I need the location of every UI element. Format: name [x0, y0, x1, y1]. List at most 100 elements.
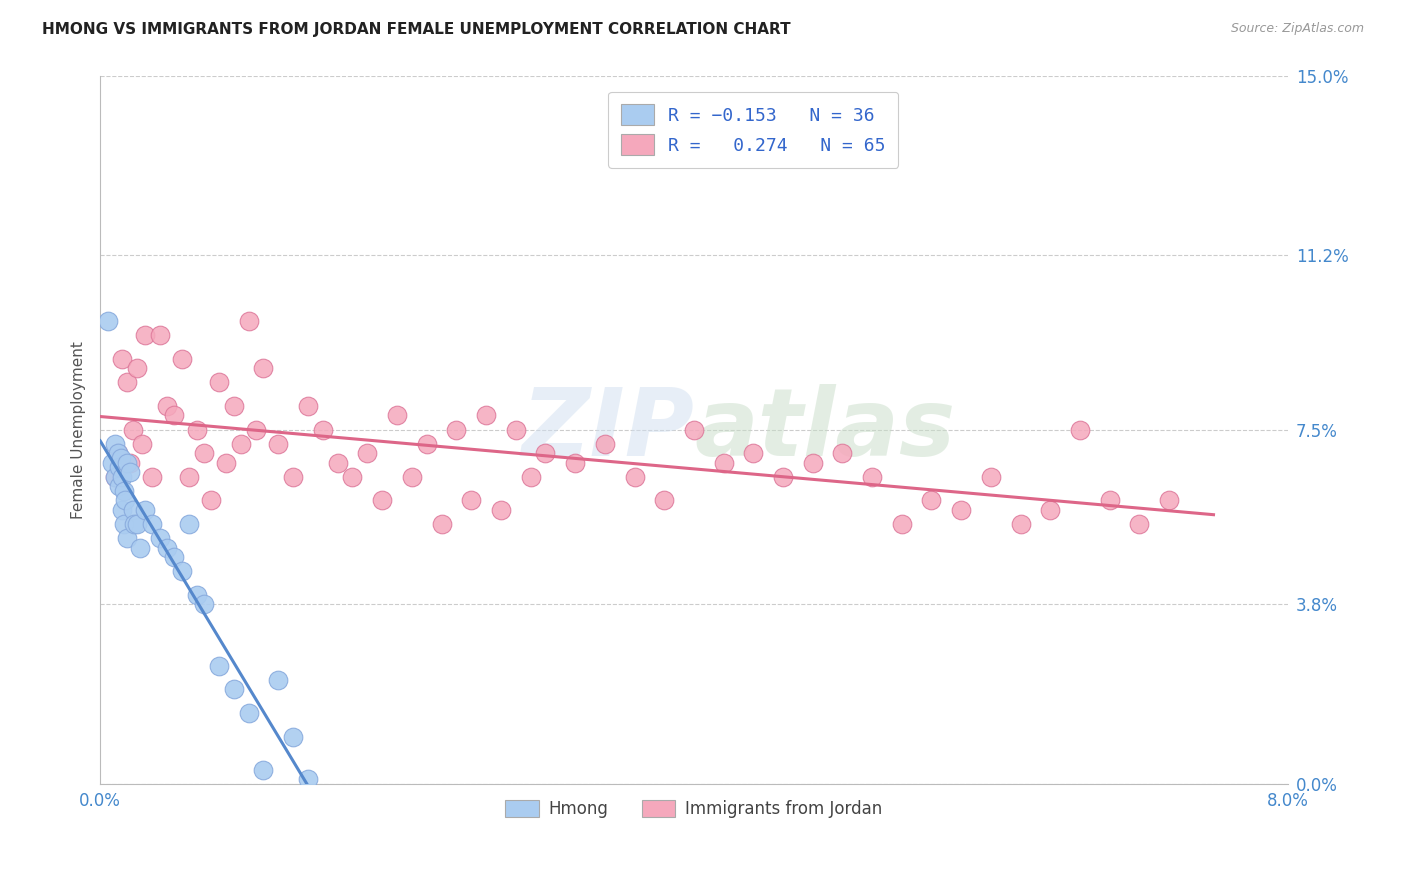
- Point: [831, 446, 853, 460]
- Point: [104, 470, 127, 484]
- Point: [148, 328, 170, 343]
- Point: [107, 446, 129, 460]
- Point: [920, 493, 942, 508]
- Point: [505, 423, 527, 437]
- Point: [297, 399, 319, 413]
- Point: [772, 470, 794, 484]
- Point: [163, 409, 186, 423]
- Point: [170, 564, 193, 578]
- Point: [163, 550, 186, 565]
- Point: [115, 531, 138, 545]
- Point: [326, 456, 349, 470]
- Point: [950, 503, 973, 517]
- Point: [222, 399, 245, 413]
- Point: [312, 423, 335, 437]
- Point: [1069, 423, 1091, 437]
- Point: [110, 450, 132, 465]
- Point: [186, 423, 208, 437]
- Point: [801, 456, 824, 470]
- Point: [115, 456, 138, 470]
- Y-axis label: Female Unemployment: Female Unemployment: [72, 341, 86, 518]
- Point: [112, 517, 135, 532]
- Point: [460, 493, 482, 508]
- Point: [342, 470, 364, 484]
- Point: [127, 361, 149, 376]
- Point: [297, 772, 319, 786]
- Point: [245, 423, 267, 437]
- Point: [534, 446, 557, 460]
- Point: [111, 351, 134, 366]
- Point: [134, 503, 156, 517]
- Point: [148, 531, 170, 545]
- Point: [134, 328, 156, 343]
- Point: [170, 351, 193, 366]
- Point: [193, 446, 215, 460]
- Text: HMONG VS IMMIGRANTS FROM JORDAN FEMALE UNEMPLOYMENT CORRELATION CHART: HMONG VS IMMIGRANTS FROM JORDAN FEMALE U…: [42, 22, 790, 37]
- Point: [1010, 517, 1032, 532]
- Point: [252, 361, 274, 376]
- Point: [1039, 503, 1062, 517]
- Point: [111, 503, 134, 517]
- Point: [115, 376, 138, 390]
- Point: [401, 470, 423, 484]
- Point: [131, 437, 153, 451]
- Point: [193, 597, 215, 611]
- Point: [1098, 493, 1121, 508]
- Point: [186, 588, 208, 602]
- Point: [281, 470, 304, 484]
- Point: [252, 763, 274, 777]
- Point: [385, 409, 408, 423]
- Point: [267, 437, 290, 451]
- Point: [121, 503, 143, 517]
- Point: [111, 470, 134, 484]
- Point: [208, 376, 231, 390]
- Point: [356, 446, 378, 460]
- Point: [200, 493, 222, 508]
- Point: [114, 493, 136, 508]
- Point: [238, 706, 260, 720]
- Point: [96, 314, 118, 328]
- Point: [208, 658, 231, 673]
- Point: [104, 437, 127, 451]
- Point: [519, 470, 541, 484]
- Point: [108, 460, 131, 475]
- Point: [446, 423, 468, 437]
- Text: atlas: atlas: [695, 384, 955, 475]
- Point: [107, 446, 129, 460]
- Point: [1128, 517, 1150, 532]
- Point: [231, 437, 253, 451]
- Point: [222, 682, 245, 697]
- Text: Source: ZipAtlas.com: Source: ZipAtlas.com: [1230, 22, 1364, 36]
- Point: [267, 673, 290, 687]
- Point: [430, 517, 453, 532]
- Point: [118, 465, 141, 479]
- Point: [179, 517, 201, 532]
- Point: [122, 517, 145, 532]
- Point: [713, 456, 735, 470]
- Point: [156, 399, 179, 413]
- Point: [860, 470, 883, 484]
- Point: [623, 470, 645, 484]
- Point: [121, 423, 143, 437]
- Point: [371, 493, 394, 508]
- Point: [118, 456, 141, 470]
- Point: [238, 314, 260, 328]
- Point: [593, 437, 616, 451]
- Point: [127, 517, 149, 532]
- Point: [980, 470, 1002, 484]
- Point: [683, 423, 706, 437]
- Point: [108, 479, 131, 493]
- Point: [489, 503, 512, 517]
- Point: [141, 470, 163, 484]
- Point: [416, 437, 439, 451]
- Text: ZIP: ZIP: [522, 384, 695, 475]
- Point: [475, 409, 498, 423]
- Point: [742, 446, 765, 460]
- Point: [215, 456, 238, 470]
- Point: [129, 541, 152, 555]
- Legend: Hmong, Immigrants from Jordan: Hmong, Immigrants from Jordan: [499, 794, 889, 825]
- Point: [179, 470, 201, 484]
- Point: [564, 456, 586, 470]
- Point: [101, 456, 124, 470]
- Point: [652, 493, 675, 508]
